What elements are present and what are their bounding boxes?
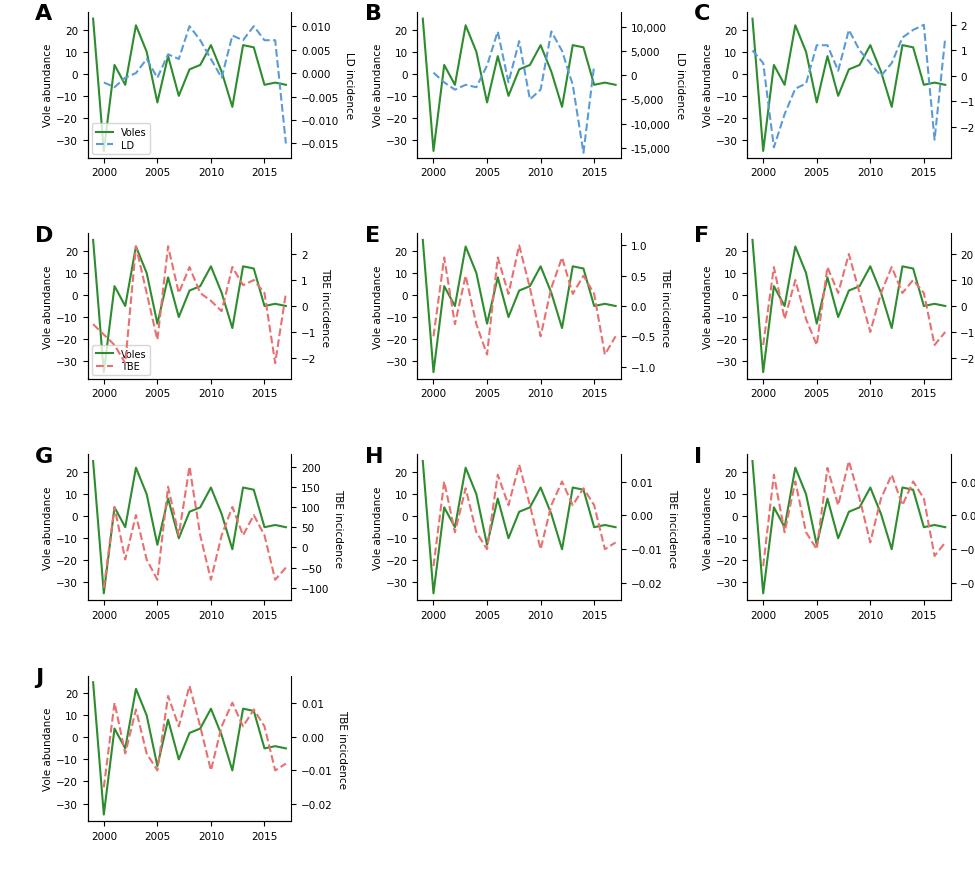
Legend: Voles, TBE: Voles, TBE	[92, 345, 150, 375]
Text: I: I	[694, 446, 702, 466]
Y-axis label: Vole abundance: Vole abundance	[373, 486, 383, 569]
Y-axis label: Vole abundance: Vole abundance	[373, 265, 383, 348]
Text: J: J	[35, 667, 43, 687]
Text: A: A	[35, 4, 52, 24]
Text: G: G	[35, 446, 53, 466]
Text: B: B	[365, 4, 381, 24]
Y-axis label: TBE incicdence: TBE incicdence	[337, 709, 347, 788]
Y-axis label: LD incidence: LD incidence	[343, 52, 354, 119]
Y-axis label: Vole abundance: Vole abundance	[43, 265, 54, 348]
Y-axis label: Vole abundance: Vole abundance	[43, 44, 54, 128]
Y-axis label: TBE incicdence: TBE incicdence	[660, 267, 670, 346]
Text: C: C	[694, 4, 711, 24]
Text: D: D	[35, 225, 54, 245]
Y-axis label: TBE incicdence: TBE incicdence	[333, 488, 343, 567]
Text: H: H	[365, 446, 383, 466]
Y-axis label: Vole abundance: Vole abundance	[43, 706, 54, 790]
Y-axis label: Vole abundance: Vole abundance	[43, 486, 54, 569]
Text: E: E	[365, 225, 379, 245]
Y-axis label: Vole abundance: Vole abundance	[703, 265, 713, 348]
Y-axis label: TBE incicdence: TBE incicdence	[667, 488, 677, 567]
Y-axis label: Vole abundance: Vole abundance	[703, 44, 713, 128]
Legend: Voles, LD: Voles, LD	[92, 124, 150, 155]
Y-axis label: Vole abundance: Vole abundance	[373, 44, 383, 128]
Text: F: F	[694, 225, 710, 245]
Y-axis label: Vole abundance: Vole abundance	[703, 486, 713, 569]
Y-axis label: LD incidence: LD incidence	[675, 52, 684, 119]
Y-axis label: TBE incicdence: TBE incicdence	[321, 267, 331, 346]
